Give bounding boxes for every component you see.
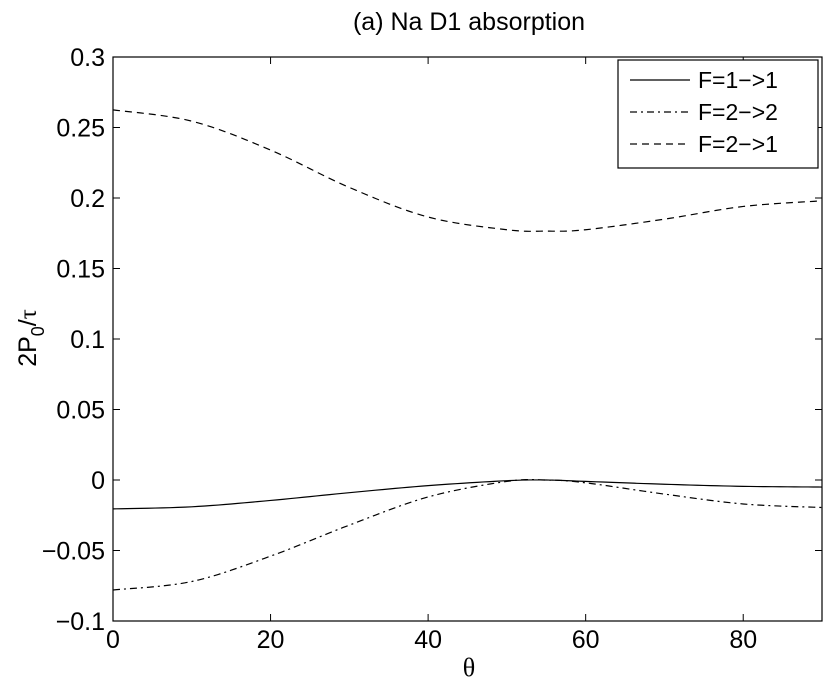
chart-title: (a) Na D1 absorption xyxy=(353,8,585,36)
x-tick-label: 20 xyxy=(257,626,285,654)
series-line-1 xyxy=(112,479,823,510)
x-tick-label: 80 xyxy=(729,626,757,654)
series-lines xyxy=(112,109,823,591)
y-tick-label: −0.05 xyxy=(42,538,105,566)
y-tick-label: 0.3 xyxy=(70,44,105,72)
y-tick-label: 0.1 xyxy=(70,326,105,354)
y-axis-label-rest: / xyxy=(14,319,42,326)
axis-ticks: 0 20 40 60 80 −0.1 −0.05 0 0.05 0.1 0.15 0.2 0.25 0.3 xyxy=(42,44,822,654)
legend-box xyxy=(617,59,819,169)
series-line-3 xyxy=(112,109,823,232)
y-tick-label: 0.25 xyxy=(56,115,105,143)
y-tick-label: −0.1 xyxy=(56,608,105,636)
y-tick-label: 0.05 xyxy=(56,397,105,425)
y-axis-label: 2P0/τ xyxy=(14,309,48,367)
legend-label-1: F=1−>1 xyxy=(698,67,778,93)
y-tick-label: 0.2 xyxy=(70,185,105,213)
x-tick-label: 40 xyxy=(414,626,442,654)
y-tick-label: 0.15 xyxy=(56,256,105,284)
x-axis-label: θ xyxy=(463,653,475,682)
x-tick-label: 60 xyxy=(572,626,600,654)
y-tick-label: 0 xyxy=(91,467,105,495)
legend: F=1−>1 F=2−>2 F=2−>1 xyxy=(617,59,819,169)
legend-label-3: F=2−>1 xyxy=(698,131,778,157)
series-line-2 xyxy=(112,478,823,591)
y-axis-label-subscript: 0 xyxy=(28,326,48,336)
legend-label-2: F=2−>2 xyxy=(698,99,778,125)
y-axis-label-tau: τ xyxy=(15,309,42,319)
x-tick-label: 0 xyxy=(106,626,120,654)
